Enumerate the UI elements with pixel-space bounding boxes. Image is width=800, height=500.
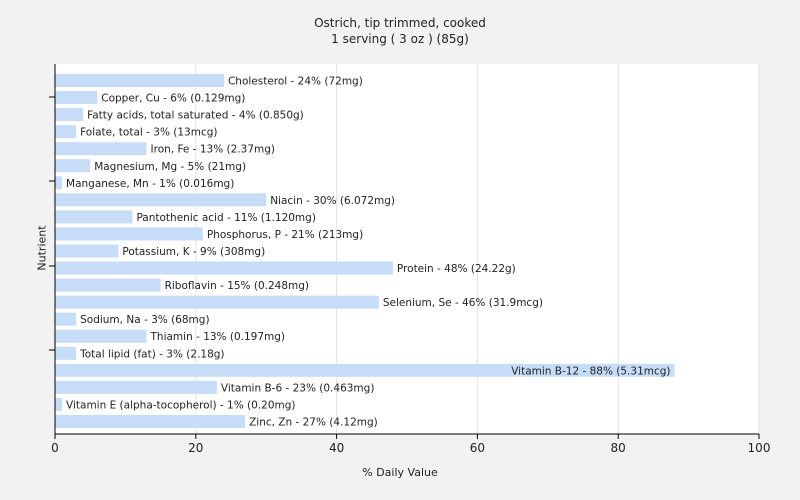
- bar: [55, 346, 77, 360]
- bar-label: Total lipid (fat) - 3% (2.18g): [79, 348, 224, 360]
- bar-label: Niacin - 30% (6.072mg): [270, 195, 395, 207]
- bar: [55, 91, 98, 105]
- x-tick-label: 40: [329, 441, 344, 455]
- bar-label: Phosphorus, P - 21% (213mg): [207, 229, 363, 241]
- bar: [55, 108, 84, 122]
- bar-label: Iron, Fe - 13% (2.37mg): [151, 144, 275, 156]
- bar: [55, 397, 63, 411]
- bar: [55, 295, 379, 309]
- bar: [55, 363, 675, 377]
- bar: [55, 414, 246, 428]
- bar-label: Riboflavin - 15% (0.248mg): [165, 280, 309, 292]
- bar: [55, 125, 77, 139]
- bar-label: Thiamin - 13% (0.197mg): [150, 331, 286, 343]
- bar-label: Sodium, Na - 3% (68mg): [80, 314, 209, 326]
- bar: [55, 380, 217, 394]
- bar-label: Fatty acids, total saturated - 4% (0.850…: [87, 110, 304, 122]
- x-tick-label: 0: [51, 441, 59, 455]
- bar: [55, 159, 91, 173]
- bar-label: Folate, total - 3% (13mcg): [80, 127, 217, 139]
- bar-label: Protein - 48% (24.22g): [397, 263, 516, 275]
- bar-label: Copper, Cu - 6% (0.129mg): [101, 93, 245, 105]
- x-axis-label: % Daily Value: [362, 466, 438, 479]
- bar: [55, 244, 119, 258]
- x-tick-label: 80: [611, 441, 626, 455]
- bar-label: Manganese, Mn - 1% (0.016mg): [66, 178, 234, 190]
- bar: [55, 261, 393, 275]
- bar-label: Vitamin B-12 - 88% (5.31mcg): [511, 365, 670, 377]
- x-tick-label: 20: [188, 441, 203, 455]
- bar-label: Cholesterol - 24% (72mg): [228, 76, 363, 88]
- bar-label: Vitamin E (alpha-tocopherol) - 1% (0.20m…: [66, 399, 296, 411]
- bar-label: Potassium, K - 9% (308mg): [122, 246, 265, 258]
- x-tick-label: 60: [470, 441, 485, 455]
- x-tick-label: 100: [748, 441, 771, 455]
- bar-label: Zinc, Zn - 27% (4.12mg): [249, 416, 378, 428]
- chart-subtitle: 1 serving ( 3 oz ) (85g): [331, 32, 469, 46]
- chart-title: Ostrich, tip trimmed, cooked: [314, 16, 486, 30]
- bar-label: Magnesium, Mg - 5% (21mg): [94, 161, 246, 173]
- bar: [55, 210, 133, 224]
- bar: [55, 329, 147, 343]
- bar: [55, 176, 63, 190]
- bar: [55, 278, 161, 292]
- bar: [55, 193, 267, 207]
- bar-label: Selenium, Se - 46% (31.9mcg): [383, 297, 543, 309]
- bar-label: Pantothenic acid - 11% (1.120mg): [136, 212, 315, 224]
- bar: [55, 227, 203, 241]
- bar: [55, 312, 77, 326]
- bar-label: Vitamin B-6 - 23% (0.463mg): [221, 382, 375, 394]
- bar: [55, 142, 147, 156]
- y-axis-label: Nutrient: [35, 225, 49, 271]
- bar: [55, 74, 224, 88]
